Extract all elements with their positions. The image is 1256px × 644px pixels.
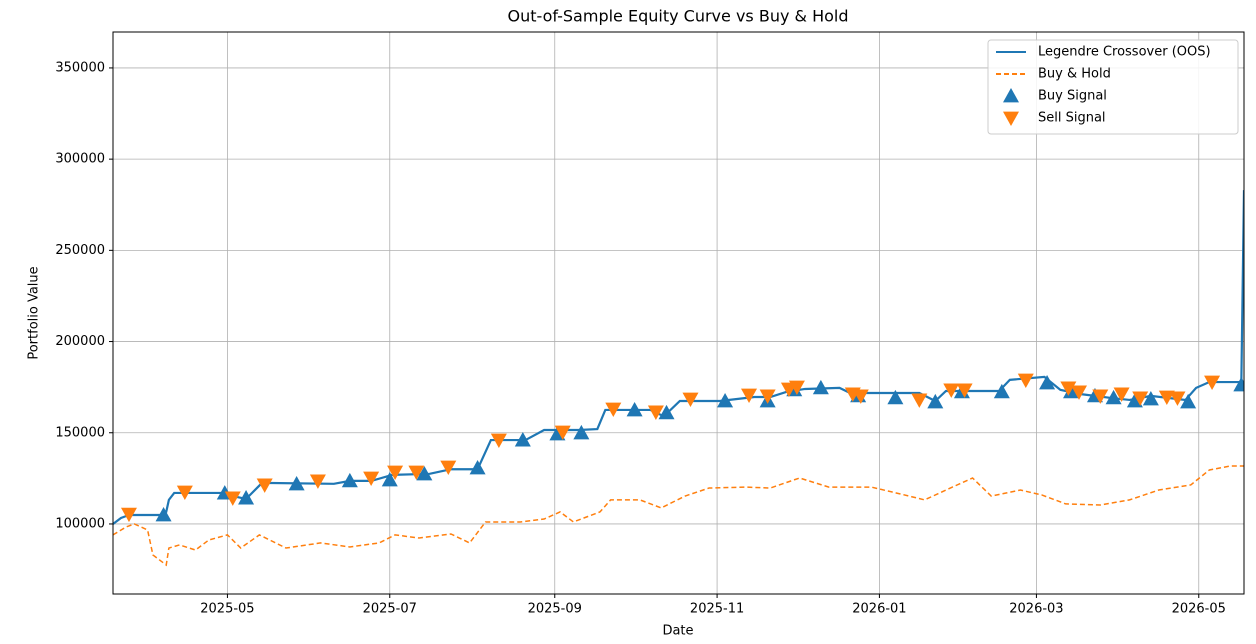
plot-area (113, 190, 1244, 567)
signal-marker (1039, 374, 1056, 390)
x-axis-label: Date (662, 624, 693, 639)
signal-marker (887, 389, 904, 405)
signal-marker (1060, 381, 1077, 396)
chart-title: Out-of-Sample Equity Curve vs Buy & Hold (508, 7, 849, 26)
x-tick-label: 2026-05 (1172, 602, 1226, 617)
signal-marker (911, 393, 928, 408)
signal-marker (554, 425, 571, 441)
signal-marker (956, 383, 973, 398)
signal-marker (1233, 376, 1244, 392)
y-tick-label: 300000 (55, 152, 105, 167)
y-tick-label: 100000 (55, 516, 105, 531)
signal-marker (943, 383, 960, 398)
signal-marker (658, 404, 675, 420)
y-tick-label: 150000 (55, 425, 105, 440)
signal-marker (120, 507, 137, 523)
signal-marker (416, 465, 433, 481)
ticks: 100000 150000 200000 250000 300000 350000 2025… (55, 60, 1226, 616)
signal-marker (1204, 375, 1221, 391)
signal-marker (1132, 391, 1149, 406)
series-line (113, 465, 1244, 567)
signal-marker (408, 465, 425, 480)
signal-marker (1158, 390, 1175, 405)
signal-marker (469, 459, 486, 475)
signal-marker (224, 491, 241, 506)
x-tick-label: 2025-09 (528, 602, 582, 617)
signal-marker (155, 507, 172, 522)
legend-label: Legendre Crossover (OOS) (1038, 45, 1211, 60)
legend-label: Buy & Hold (1038, 67, 1111, 82)
signal-marker (626, 401, 643, 417)
legend-label: Buy Signal (1038, 89, 1107, 104)
y-tick-label: 250000 (55, 243, 105, 258)
signal-marker (514, 432, 531, 447)
signal-marker (573, 424, 590, 440)
signal-marker (381, 471, 398, 487)
signal-marker (1180, 393, 1197, 409)
signal-marker (1113, 387, 1130, 402)
x-tick-label: 2026-01 (852, 602, 906, 617)
signal-marker (1071, 385, 1088, 400)
signal-marker (605, 402, 622, 418)
signal-marker (309, 474, 326, 489)
signal-marker (341, 472, 358, 488)
legend-box (987, 39, 1239, 135)
signal-marker (1105, 389, 1122, 405)
signal-marker (440, 460, 457, 476)
plot-frame (112, 31, 1245, 595)
signal-marker (1169, 391, 1186, 406)
y-axis-label: Portfolio Value (27, 266, 42, 359)
signal-marker (1126, 393, 1143, 408)
signal-marker (238, 490, 255, 505)
legend: Legendre Crossover (OOS) Buy & Hold Buy Si… (987, 39, 1239, 135)
signal-marker (852, 389, 869, 404)
y-tick-label: 350000 (55, 60, 105, 75)
x-tick-label: 2025-05 (200, 602, 254, 617)
signal-marker (363, 471, 380, 486)
signal-marker (387, 465, 404, 480)
signal-marker (256, 478, 273, 493)
x-tick-label: 2026-03 (1009, 602, 1063, 617)
signal-marker (1017, 373, 1034, 389)
legend-label: Sell Signal (1038, 111, 1106, 126)
y-tick-label: 200000 (55, 334, 105, 349)
x-tick-label: 2025-11 (690, 602, 744, 617)
legend-swatch (1003, 88, 1019, 103)
signal-marker (176, 485, 193, 501)
signal-marker (812, 379, 829, 395)
signal-marker (1092, 389, 1109, 404)
signal-marker (927, 393, 944, 409)
signal-marker (993, 383, 1010, 399)
signal-marker (647, 405, 664, 420)
signal-marker (717, 393, 734, 408)
signal-marker (788, 380, 805, 395)
x-tick-label: 2025-07 (363, 602, 417, 617)
signal-marker (741, 388, 758, 403)
legend-swatch (1003, 111, 1019, 126)
signal-marker (682, 392, 699, 408)
series-line (113, 190, 1244, 525)
signal-marker (288, 476, 305, 491)
signal-marker (1142, 391, 1159, 406)
signal-marker (1063, 383, 1080, 399)
signal-marker (490, 433, 507, 449)
signal-marker (759, 389, 776, 404)
